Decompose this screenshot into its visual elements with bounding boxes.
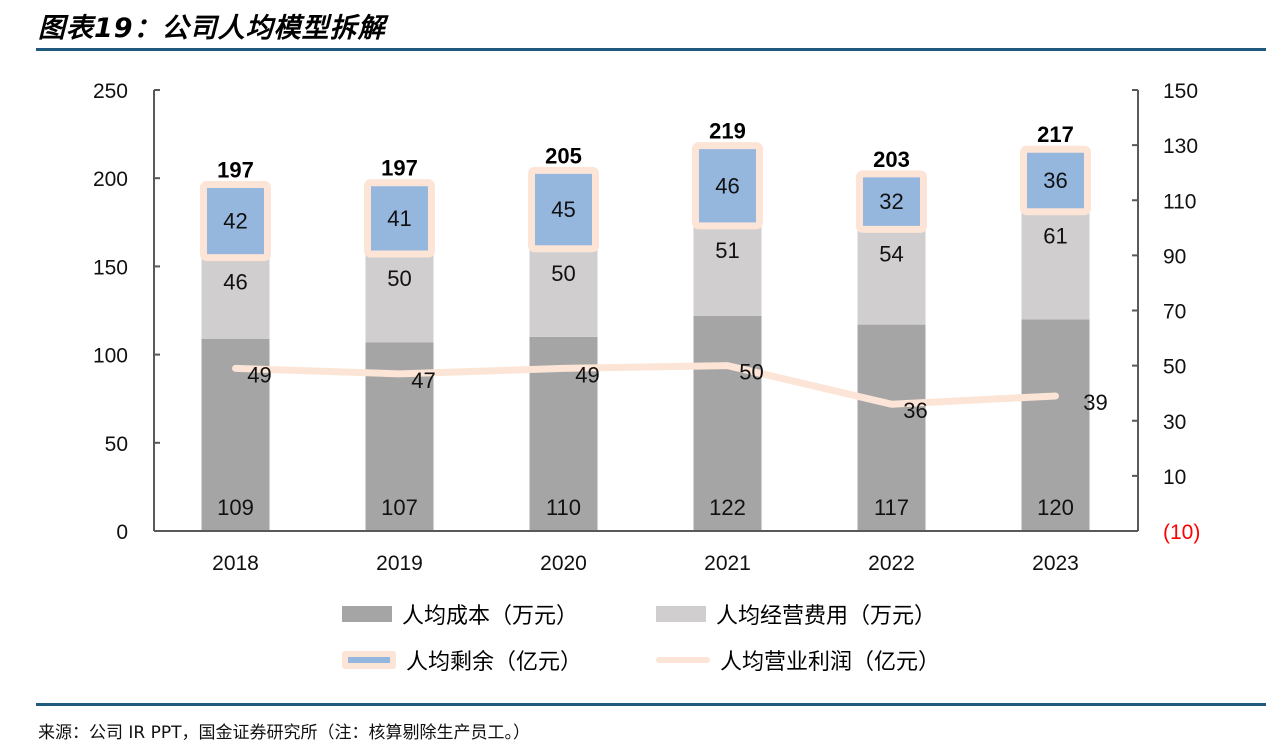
y-left-tick-100: 100 — [93, 345, 128, 368]
label-profit-2019: 47 — [411, 368, 435, 393]
x-tick-2019: 2019 — [376, 552, 423, 575]
label-surplus-2023: 36 — [1043, 168, 1067, 193]
bar-surplus-2020 — [528, 166, 599, 253]
bar-cost-2023 — [1021, 319, 1090, 531]
label-profit-2020: 49 — [575, 362, 599, 387]
line-group — [232, 362, 1059, 408]
legend-label-profit: 人均营业利润（亿元） — [720, 650, 941, 675]
footer-rule — [36, 703, 1266, 706]
y-right-tick-150: 150 — [1163, 80, 1198, 103]
legend-swatch-profit — [656, 657, 710, 663]
y-right-tick-110: 110 — [1163, 190, 1196, 213]
label-cost-2023: 120 — [1037, 495, 1074, 520]
bar-surplus-2018 — [200, 180, 271, 262]
y-right-tick-70: 70 — [1163, 301, 1186, 324]
y-right-tick-50: 50 — [1163, 356, 1186, 379]
label-total-2023: 217 — [1037, 122, 1074, 147]
legend-item-surplus: 人均剩余（亿元） — [342, 644, 582, 676]
profit-line — [232, 362, 1059, 408]
label-profit-2022: 36 — [903, 398, 927, 423]
label-surplus-2022: 32 — [879, 189, 903, 214]
legend-label-cost: 人均成本（万元） — [402, 604, 579, 629]
label-cost-2018: 109 — [217, 495, 254, 520]
x-tick-2018: 2018 — [212, 552, 259, 575]
bar-surplus-2023 — [1020, 145, 1091, 216]
y-left-tick-50: 50 — [105, 433, 128, 456]
label-total-2018: 197 — [217, 157, 254, 182]
y-left-tick-0: 0 — [116, 521, 128, 544]
label-cost-2022: 117 — [874, 495, 909, 520]
x-tick-2020: 2020 — [540, 552, 587, 575]
bar-opex-2021 — [693, 225, 762, 316]
label-surplus-2020: 45 — [551, 197, 575, 222]
y-right-tick-(10): (10) — [1163, 521, 1200, 544]
label-opex-2018: 46 — [223, 270, 247, 295]
header-rule — [36, 48, 1266, 51]
label-profit-2023: 39 — [1083, 390, 1107, 415]
legend-item-opex: 人均经营费用（万元） — [656, 598, 936, 630]
bar-cost-2021 — [693, 315, 762, 531]
label-opex-2021: 51 — [715, 238, 739, 263]
chart-title: 图表19：公司人均模型拆解 — [38, 13, 386, 44]
label-total-2019: 197 — [381, 156, 418, 181]
legend-swatch-surplus — [342, 651, 396, 669]
y-left-tick-150: 150 — [93, 256, 128, 279]
bar-opex-2022 — [857, 229, 926, 325]
legend-item-cost: 人均成本（万元） — [342, 598, 578, 630]
legend-swatch-cost — [342, 606, 392, 622]
label-profit-2021: 50 — [739, 360, 763, 385]
label-surplus-2018: 42 — [223, 209, 247, 234]
label-opex-2023: 61 — [1043, 224, 1067, 249]
bar-surplus-2019 — [364, 179, 435, 258]
y-left-tick-250: 250 — [93, 80, 128, 103]
y-right-tick-30: 30 — [1163, 411, 1186, 434]
y-left-tick-200: 200 — [93, 168, 128, 191]
legend-item-profit: 人均营业利润（亿元） — [656, 644, 940, 676]
y-right-tick-90: 90 — [1163, 245, 1186, 268]
axes-group: 2018 2019 2020 2021 2022 2023 0 50 100 150 200 250 (… — [93, 80, 1200, 575]
label-total-2022: 203 — [873, 147, 910, 172]
legend-label-opex: 人均经营费用（万元） — [716, 604, 937, 629]
source-note: 来源：公司 IR PPT，国金证券研究所（注：核算剔除生产员工。） — [38, 723, 531, 743]
label-cost-2020: 110 — [546, 495, 581, 520]
bar-opex-2018 — [201, 257, 270, 339]
bar-opex-2020 — [529, 248, 598, 337]
label-profit-2018: 49 — [247, 362, 271, 387]
label-surplus-2019: 41 — [387, 206, 411, 231]
label-cost-2019: 107 — [381, 495, 418, 520]
bars-group — [200, 142, 1091, 531]
label-opex-2019: 50 — [387, 266, 411, 291]
x-tick-2023: 2023 — [1032, 552, 1079, 575]
label-total-2020: 205 — [545, 143, 582, 168]
label-cost-2021: 122 — [709, 495, 746, 520]
labels-group: 109 46 42 197 107 50 41 197 110 50 45 205 122 51 46 219… — [217, 119, 1108, 520]
label-opex-2020: 50 — [551, 261, 575, 286]
label-surplus-2021: 46 — [715, 173, 739, 198]
x-tick-2022: 2022 — [868, 552, 915, 575]
legend-label-surplus: 人均剩余（亿元） — [406, 650, 583, 675]
bar-surplus-2022 — [856, 170, 927, 233]
bar-opex-2019 — [365, 254, 434, 343]
label-total-2021: 219 — [709, 119, 746, 144]
x-tick-2021: 2021 — [704, 552, 751, 575]
bar-opex-2023 — [1021, 211, 1090, 320]
bar-cost-2022 — [857, 324, 926, 531]
legend-swatch-opex — [656, 606, 706, 622]
y-right-tick-130: 130 — [1163, 135, 1198, 158]
label-opex-2022: 54 — [879, 241, 903, 266]
y-right-tick-10: 10 — [1163, 466, 1186, 489]
bar-surplus-2021 — [692, 142, 763, 230]
